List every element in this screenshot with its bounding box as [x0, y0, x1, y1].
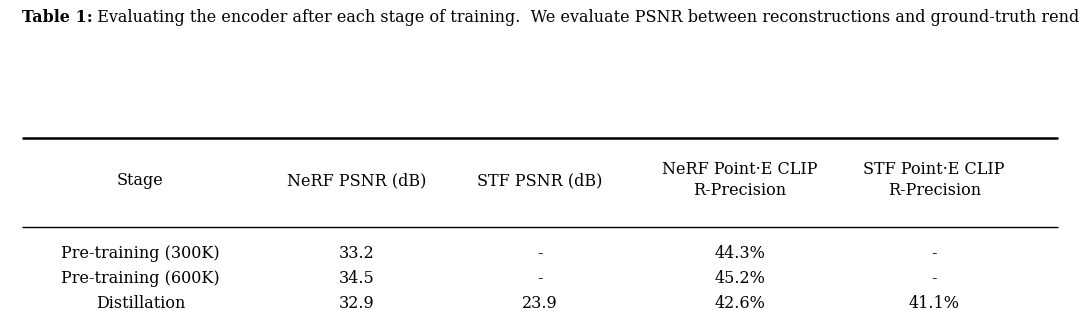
Text: 23.9: 23.9: [522, 295, 558, 311]
Text: 42.6%: 42.6%: [714, 295, 766, 311]
Text: NeRF Point·E CLIP
R-Precision: NeRF Point·E CLIP R-Precision: [662, 161, 818, 199]
Text: 45.2%: 45.2%: [714, 270, 766, 287]
Text: 33.2: 33.2: [338, 245, 375, 262]
Text: -: -: [931, 245, 937, 262]
Text: 44.3%: 44.3%: [714, 245, 766, 262]
Text: STF Point·E CLIP
R-Precision: STF Point·E CLIP R-Precision: [863, 161, 1005, 199]
Text: Evaluating the encoder after each stage of training.  We evaluate PSNR between r: Evaluating the encoder after each stage …: [87, 9, 1080, 26]
Text: Pre-training (600K): Pre-training (600K): [62, 270, 219, 287]
Text: Distillation: Distillation: [96, 295, 185, 311]
Text: NeRF PSNR (dB): NeRF PSNR (dB): [286, 172, 427, 189]
Text: -: -: [537, 270, 543, 287]
Text: -: -: [931, 270, 937, 287]
Text: Pre-training (300K): Pre-training (300K): [62, 245, 219, 262]
Text: STF PSNR (dB): STF PSNR (dB): [477, 172, 603, 189]
Text: Stage: Stage: [117, 172, 164, 189]
Text: 32.9: 32.9: [338, 295, 375, 311]
Text: -: -: [537, 245, 543, 262]
Text: Table 1:: Table 1:: [22, 9, 93, 26]
Text: 41.1%: 41.1%: [908, 295, 960, 311]
Text: 34.5: 34.5: [338, 270, 375, 287]
